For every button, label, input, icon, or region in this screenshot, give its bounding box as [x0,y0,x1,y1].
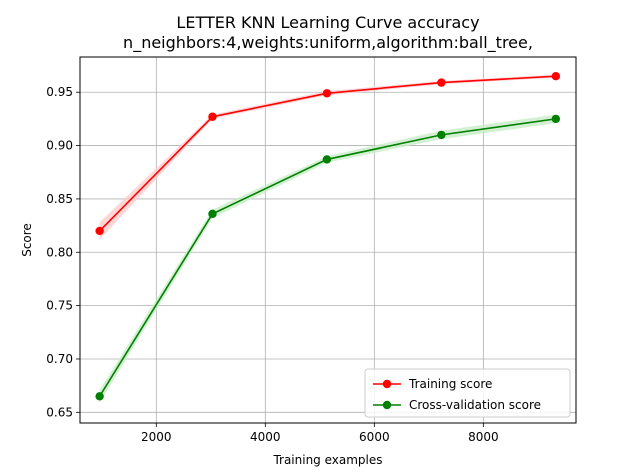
x-ticks: 2000 4000 6000 8000 [141,423,499,444]
training-score-point [437,78,446,87]
y-tick-label: 0.80 [46,245,73,259]
y-ticks: 0.65 0.70 0.75 0.80 0.85 0.90 0.95 [46,85,80,419]
x-tick-label: 2000 [141,430,172,444]
cross-validation-score-point [437,130,446,140]
plot-frame [79,56,577,424]
cross-validation-score-point [208,209,217,219]
legend-training-marker [382,379,392,389]
training-score-point [551,72,561,81]
score-bands [99,74,556,403]
x-tick-label: 8000 [468,430,499,444]
series-points [95,72,561,401]
y-tick-label: 0.65 [46,405,73,419]
y-axis-label: Score [20,223,34,257]
cross-validation-score-point [322,155,332,164]
training-score-point [322,89,332,98]
grid-lines [80,57,576,423]
legend-training-label: Training score [408,377,492,391]
legend-box [364,368,571,418]
chart-title: LETTER KNN Learning Curve accuracy [176,13,479,32]
legend-cross-validation-label: Cross-validation score [409,398,541,412]
y-tick-label: 0.70 [46,352,73,366]
cross-validation-score-point [95,392,104,401]
y-tick-label: 0.95 [46,85,73,99]
training-score-line [99,75,556,232]
y-tick-label: 0.90 [46,139,73,153]
legend: Training score Cross-validation score [364,368,571,418]
y-tick-label: 0.85 [46,192,73,206]
chart-subtitle: n_neighbors:4,weights:uniform,algorithm:… [123,33,533,53]
x-axis-label: Training examples [272,453,382,467]
y-tick-label: 0.75 [46,299,73,313]
training-score-point [208,112,217,121]
x-tick-label: 4000 [250,430,281,444]
cross-validation-score-point [551,114,561,124]
legend-cross-validation-marker [382,400,392,410]
training-score-point [95,226,104,236]
x-tick-label: 6000 [359,430,390,444]
